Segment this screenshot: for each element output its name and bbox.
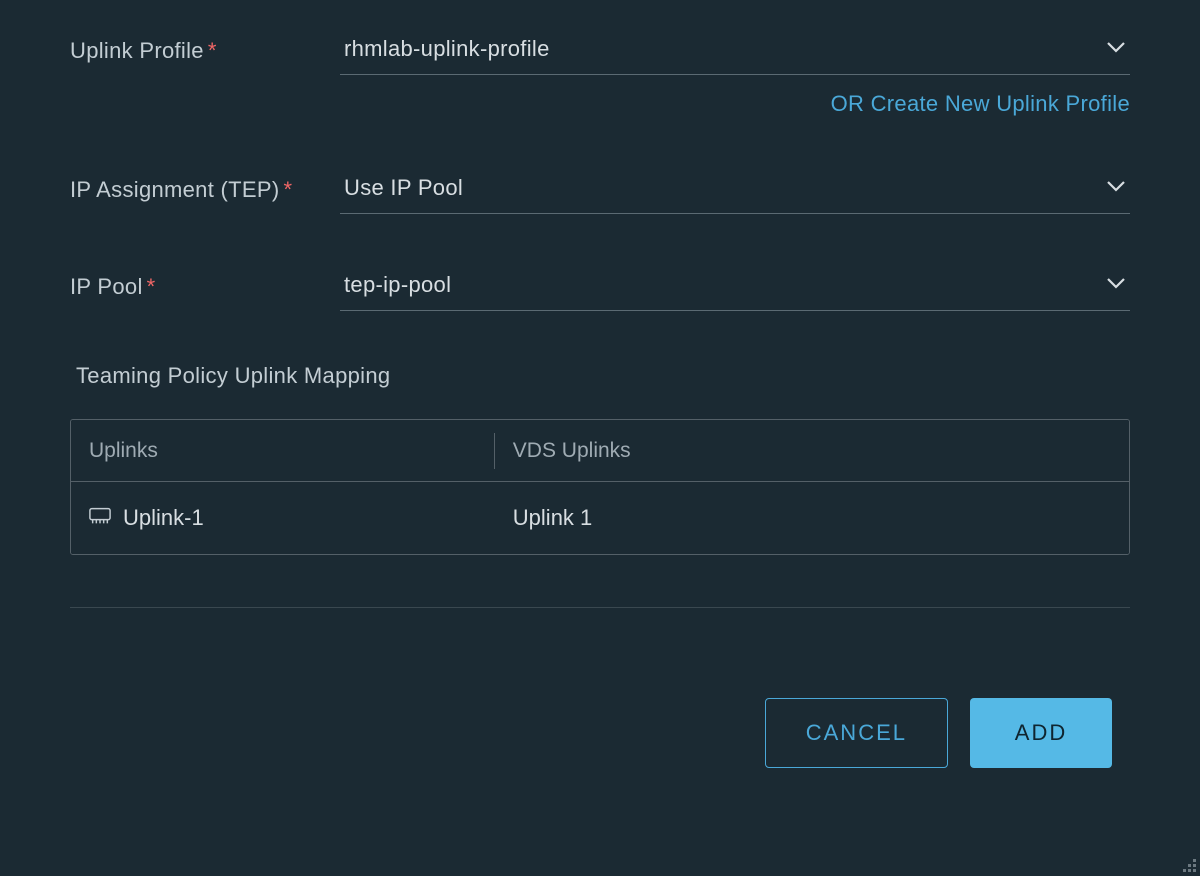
column-header-vds-uplinks: VDS Uplinks: [495, 439, 1129, 463]
ip-assignment-label: IP Assignment (TEP)*: [70, 169, 340, 205]
table-row[interactable]: Uplink-1 Uplink 1: [71, 482, 1129, 554]
table-header: Uplinks VDS Uplinks: [71, 420, 1129, 482]
chevron-down-icon: [1106, 276, 1126, 295]
ip-pool-label: IP Pool*: [70, 266, 340, 302]
uplink-name: Uplink-1: [123, 505, 204, 531]
ip-assignment-select[interactable]: Use IP Pool: [340, 169, 1130, 214]
uplink-profile-value: rhmlab-uplink-profile: [344, 36, 550, 62]
column-header-uplinks: Uplinks: [71, 439, 494, 463]
teaming-table: Uplinks VDS Uplinks Uplink-1: [70, 419, 1130, 555]
create-uplink-profile-link[interactable]: OR Create New Uplink Profile: [831, 91, 1130, 117]
chevron-down-icon: [1106, 179, 1126, 198]
ip-pool-select[interactable]: tep-ip-pool: [340, 266, 1130, 311]
chevron-down-icon: [1106, 40, 1126, 59]
uplink-profile-select[interactable]: rhmlab-uplink-profile: [340, 30, 1130, 75]
uplink-profile-label: Uplink Profile*: [70, 30, 340, 66]
teaming-section-title: Teaming Policy Uplink Mapping: [76, 363, 1130, 389]
ip-assignment-value: Use IP Pool: [344, 175, 463, 201]
resize-grip-icon[interactable]: [1180, 856, 1196, 872]
ip-pool-value: tep-ip-pool: [344, 272, 451, 298]
cancel-button[interactable]: CANCEL: [765, 698, 948, 768]
nic-icon: [89, 505, 111, 531]
add-button[interactable]: ADD: [970, 698, 1112, 768]
vds-uplink-name: Uplink 1: [495, 505, 1129, 531]
